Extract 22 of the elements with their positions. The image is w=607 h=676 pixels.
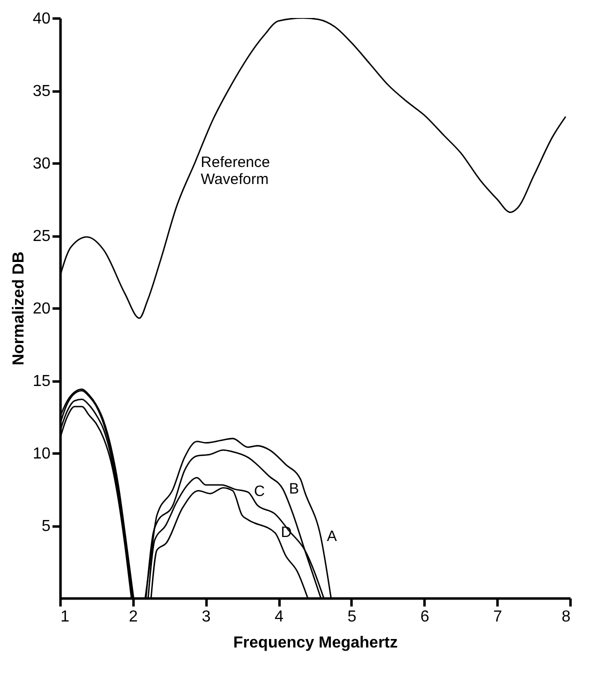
y-tick-label: 15 bbox=[32, 373, 51, 390]
x-tick-label: 3 bbox=[202, 608, 211, 626]
x-tick-label: 6 bbox=[420, 608, 430, 626]
y-tick-label: 5 bbox=[42, 518, 51, 535]
annotation: A bbox=[326, 528, 337, 546]
x-tick-label: 8 bbox=[562, 608, 571, 626]
y-tick-label: 20 bbox=[32, 300, 51, 318]
y-tick-label: 10 bbox=[32, 446, 51, 462]
annotation: B bbox=[288, 480, 299, 498]
y-tick-label: 35 bbox=[32, 83, 51, 100]
x-tick-label: 7 bbox=[493, 608, 502, 626]
x-axis-title: Frequency Megahertz bbox=[233, 634, 398, 652]
x-tick-label: 1 bbox=[60, 608, 70, 626]
x-tick-label: 4 bbox=[274, 608, 284, 626]
y-tick-label: 40 bbox=[32, 10, 51, 28]
annotation: C bbox=[254, 483, 265, 500]
x-tick-label: 5 bbox=[347, 608, 356, 626]
y-tick-label: 25 bbox=[32, 228, 51, 245]
x-tick-label: 2 bbox=[128, 608, 138, 626]
y-tick-label: 30 bbox=[32, 156, 51, 172]
y-axis-title: Normalized DB bbox=[10, 252, 28, 366]
annotation: Reference Waveform bbox=[200, 154, 270, 188]
